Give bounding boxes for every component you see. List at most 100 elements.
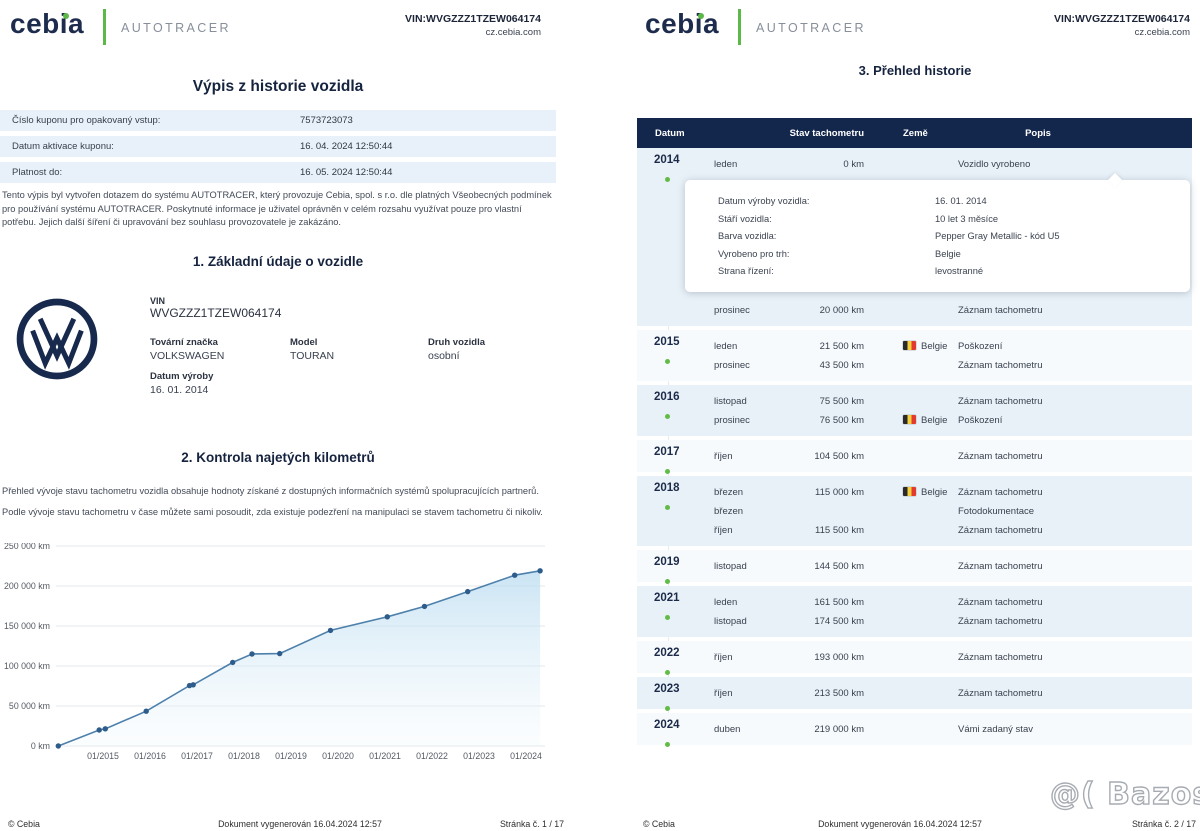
history-month: listopad [714, 395, 747, 407]
chart-x-tick-label: 01/2017 [181, 751, 213, 761]
history-odometer: 193 000 km [814, 651, 864, 663]
chart-data-point [421, 603, 428, 610]
history-description: Poškození [958, 414, 1003, 426]
chart-data-point [277, 650, 283, 657]
timeline-dot-icon [665, 669, 670, 675]
section2-body: Přehled vývoje stavu tachometru vozidla … [2, 486, 543, 517]
detail-value: 10 let 3 měsíce [935, 213, 999, 224]
cebia-logo: cebia [10, 8, 85, 39]
chart-y-tick-label: 0 km [31, 741, 50, 751]
tooltip-notch [1107, 172, 1123, 188]
history-year: 2022 [654, 646, 680, 659]
chart-y-tick-label: 100 000 km [4, 661, 50, 671]
belgium-flag-icon [903, 486, 916, 496]
chart-data-point [230, 659, 236, 666]
header-site: cz.cebia.com [1134, 27, 1190, 38]
chart-x-tick-label: 01/2023 [463, 751, 495, 761]
production-date-label: Datum výroby [150, 371, 214, 382]
history-year-block: 2021 leden 161 500 km Záznam tachometru list… [637, 585, 1192, 637]
chart-area [58, 570, 541, 746]
belgium-flag-icon [903, 340, 916, 350]
history-year: 2016 [654, 390, 680, 403]
vehicle-type-label: Druh vozidla [428, 337, 486, 348]
history-odometer: 43 500 km [819, 359, 864, 371]
detail-label: Barva vozidla: [718, 231, 777, 241]
model-value: TOURAN [290, 350, 335, 362]
detail-label: Vyrobeno pro trh: [718, 248, 790, 259]
history-odometer: 76 500 km [819, 414, 864, 426]
history-description: Záznam tachometru [958, 486, 1043, 498]
history-year: 2021 [654, 591, 680, 604]
coupon-row-value: 16. 04. 2024 12:50:44 [300, 141, 393, 152]
history-month: listopad [714, 560, 747, 572]
history-odometer: 20 000 km [819, 304, 864, 316]
history-month: prosinec [714, 359, 750, 371]
history-month: březen [714, 486, 744, 498]
history-description: Fotodokumentace [958, 505, 1035, 517]
history-country: Belgie [903, 411, 947, 430]
history-month: říjen [714, 524, 733, 536]
history-table-header: Datum Stav tachometru Země Popis [637, 118, 1192, 148]
disclaimer-text: Tento výpis byl vytvořen dotazem do syst… [2, 190, 552, 227]
history-row: duben 219 000 km Vámi zadaný stav [637, 720, 1192, 739]
chart-x-tick-label: 01/2019 [275, 751, 307, 761]
history-month: leden [714, 596, 738, 608]
history-odometer: 0 km [843, 159, 864, 170]
timeline-dot-icon [665, 413, 670, 419]
history-year-block: 2023 říjen 213 500 km Záznam tachometru [637, 676, 1192, 711]
cebia-logo: cebia [645, 8, 720, 39]
detail-row: Vyrobeno pro trh: Belgie [685, 246, 1190, 264]
history-month: říjen [714, 651, 733, 663]
history-year-block: 2019 listopad 144 500 km Záznam tachometru [637, 549, 1192, 584]
logo-divider-bar [103, 9, 106, 45]
vin-label: VIN [150, 296, 166, 306]
vehicle-detail-card: Datum výroby vozidla: 16. 01. 2014 Stáří v… [685, 172, 1190, 292]
history-row: říjen 213 500 km Záznam tachometru [637, 684, 1192, 703]
column-stav-tachometru: Stav tachometru [789, 128, 864, 139]
history-year-block: 2015 leden 21 500 km Belgie Poškození prosine… [637, 329, 1192, 381]
history-row: listopad 144 500 km Záznam tachometru [637, 557, 1192, 576]
history-year: 2019 [654, 555, 680, 568]
history-description: Záznam tachometru [958, 395, 1043, 407]
coupon-row-value: 16. 05. 2024 12:50:44 [300, 167, 393, 178]
history-year: 2017 [654, 445, 680, 458]
history-year-block: 2024 duben 219 000 km Vámi zadaný stav [637, 712, 1192, 747]
history-description: Záznam tachometru [958, 687, 1043, 699]
footer-page-number: Stránka č. 1 / 17 [499, 819, 564, 829]
footer-copyright: © Cebia [8, 819, 40, 829]
history-row: prosinec 20 000 km Záznam tachometru [637, 301, 1192, 320]
detail-label: Strana řízení: [718, 266, 774, 276]
chart-y-tick-label: 150 000 km [4, 621, 50, 631]
history-description: Záznam tachometru [958, 596, 1043, 608]
chart-y-tick-label: 50 000 km [9, 701, 50, 711]
history-year-block: 2018 březen 115 000 km Belgie Záznam tachome… [637, 475, 1192, 546]
page-title: Výpis z historie vozidla [192, 78, 364, 95]
belgium-flag-icon [903, 414, 916, 424]
history-year: 2014 [654, 154, 680, 166]
history-row: prosinec 76 500 km Belgie Poškození [637, 411, 1192, 430]
timeline-dot-icon [665, 504, 670, 510]
history-odometer: 115 500 km [815, 524, 864, 536]
detail-row: Datum výroby vozidla: 16. 01. 2014 [685, 193, 1190, 211]
history-table: Datum Stav tachometru Země Popis 2014 led… [637, 118, 1192, 749]
history-description: Poškození [958, 340, 1003, 352]
chart-data-point [143, 708, 149, 714]
history-description: Záznam tachometru [958, 359, 1043, 371]
history-row: leden 0 km Vozidlo vyrobeno [637, 155, 1192, 174]
logo-divider-bar [738, 9, 741, 45]
coupon-row-value: 7573723073 [300, 115, 353, 126]
history-year: 2024 [654, 718, 680, 731]
history-table-body: 2014 leden 0 km Vozidlo vyrobeno Datum výrob… [637, 148, 1192, 747]
history-description: Vozidlo vyrobeno [958, 159, 1031, 170]
coupon-row-label: Datum aktivace kuponu: [12, 141, 114, 152]
history-year-block: 2017 říjen 104 500 km Záznam tachometru [637, 439, 1192, 474]
history-month: březen [714, 505, 744, 517]
coupon-row: Platnost do: 16. 05. 2024 12:50:44 [0, 162, 556, 183]
chart-data-point [537, 568, 543, 574]
make-value: VOLKSWAGEN [150, 350, 225, 362]
chart-x-tick-label: 01/2015 [87, 751, 119, 761]
chart-x-tick-label: 01/2018 [228, 751, 260, 761]
history-country: Belgie [903, 483, 947, 502]
history-odometer: 174 500 km [814, 615, 864, 627]
